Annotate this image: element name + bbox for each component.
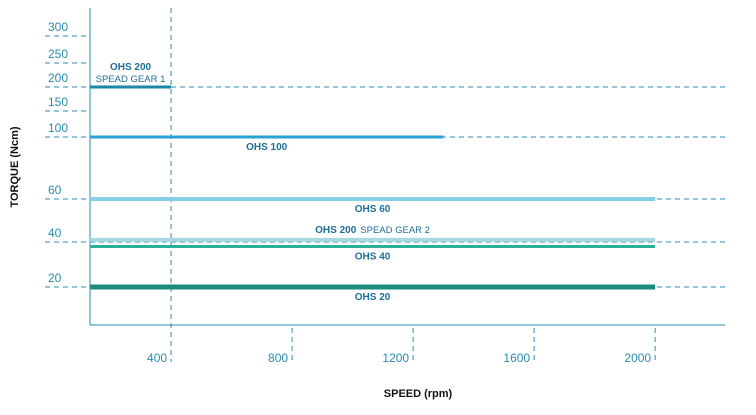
series-label: OHS 200 bbox=[110, 62, 152, 73]
series-name: OHS 20 bbox=[355, 292, 391, 303]
x-axis-title: SPEED (rpm) bbox=[384, 388, 453, 400]
x-tick-label: 1600 bbox=[503, 351, 530, 365]
y-tick-label: 100 bbox=[48, 121, 68, 135]
series-name: OHS 200 bbox=[110, 62, 152, 73]
series-label: OHS 40 bbox=[355, 252, 391, 263]
y-tick-label: 60 bbox=[48, 183, 62, 197]
y-tick-label: 250 bbox=[48, 47, 68, 61]
series-subname: SPEAD GEAR 1 bbox=[96, 74, 166, 85]
series-name: OHS 200 bbox=[315, 225, 357, 236]
y-axis-title: TORQUE (Ncm) bbox=[9, 126, 21, 207]
x-tick-label: 2000 bbox=[624, 351, 651, 365]
y-tick-label: 40 bbox=[48, 226, 62, 240]
series-name: OHS 60 bbox=[355, 204, 391, 215]
y-tick-label: 300 bbox=[48, 20, 68, 34]
series-name: OHS 100 bbox=[246, 142, 288, 153]
series-subname: SPEAD GEAR 2 bbox=[360, 225, 430, 236]
y-tick-label: 200 bbox=[48, 71, 68, 85]
x-tick-label: 1200 bbox=[382, 351, 409, 365]
series-name: OHS 40 bbox=[355, 252, 391, 263]
x-tick-label: 800 bbox=[268, 351, 288, 365]
series-label: OHS 20 bbox=[355, 292, 391, 303]
series-label: OHS 100 bbox=[246, 142, 288, 153]
y-tick-label: 150 bbox=[48, 95, 68, 109]
series-label: OHS 60 bbox=[355, 204, 391, 215]
y-tick-label: 20 bbox=[48, 271, 62, 285]
x-tick-label: 400 bbox=[147, 351, 167, 365]
series-label: OHS 200 SPEAD GEAR 2 bbox=[315, 225, 430, 236]
